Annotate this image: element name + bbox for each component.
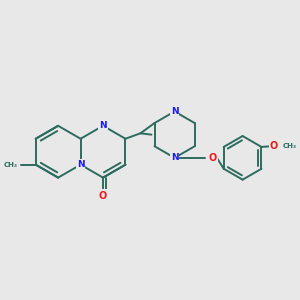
Text: CH₃: CH₃ <box>3 162 17 168</box>
Text: N: N <box>171 153 178 162</box>
Text: O: O <box>209 153 217 163</box>
Text: O: O <box>99 191 107 201</box>
Text: N: N <box>77 160 84 169</box>
Text: CH₃: CH₃ <box>283 143 297 149</box>
Text: N: N <box>171 107 178 116</box>
Text: N: N <box>99 121 107 130</box>
Text: O: O <box>270 141 278 151</box>
